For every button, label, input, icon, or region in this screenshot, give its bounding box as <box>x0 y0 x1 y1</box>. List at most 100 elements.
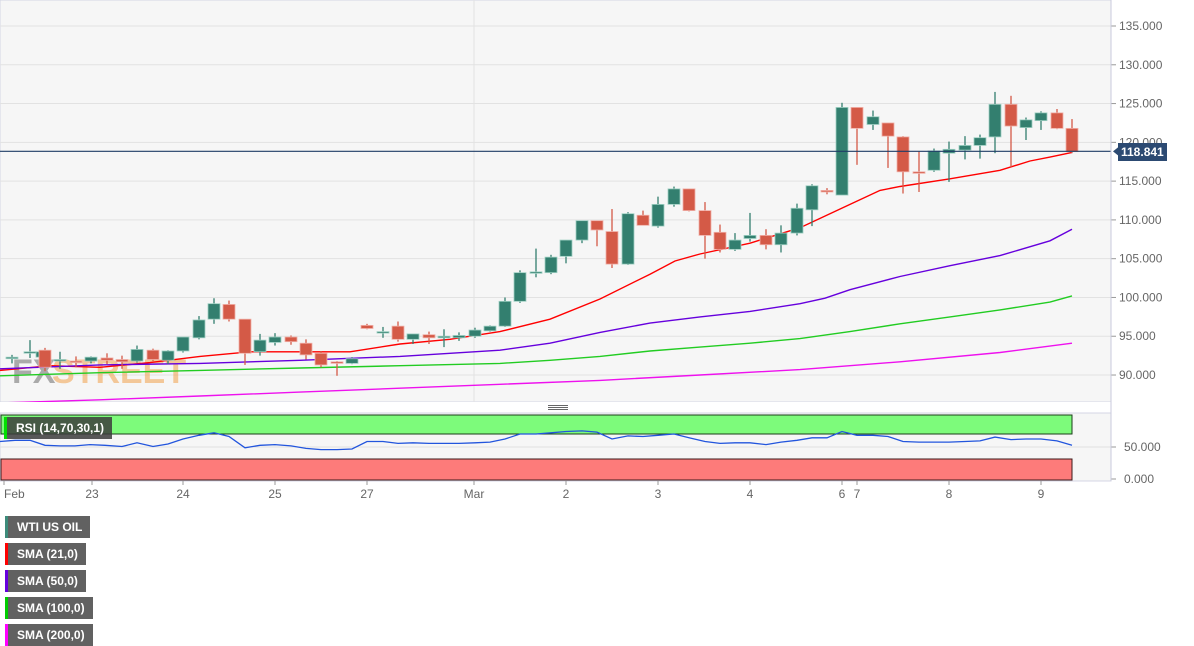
candle-bullish <box>498 300 512 327</box>
legend-label: SMA (50,0) <box>17 574 78 588</box>
legend-label: SMA (200,0) <box>17 628 85 642</box>
candle-bullish <box>53 359 67 362</box>
rsi-line <box>0 430 1073 451</box>
candle-bullish <box>192 319 206 339</box>
pane-resize-handle[interactable] <box>548 405 568 411</box>
legend-label: SMA (21,0) <box>17 547 78 561</box>
candle-bearish <box>682 188 696 211</box>
candle-bearish <box>238 318 252 354</box>
candlestick-series <box>5 91 1079 376</box>
y-axis-label: 125.000 <box>1119 97 1163 111</box>
candle-bearish <box>1004 103 1018 127</box>
candle-bullish <box>176 336 190 352</box>
candle-bearish <box>222 304 236 320</box>
candle-bullish <box>774 232 788 246</box>
candle-bullish <box>513 272 527 302</box>
candle-bearish <box>1065 127 1079 153</box>
candle-bullish <box>268 336 282 343</box>
candle-bearish <box>100 357 114 361</box>
candle-bearish <box>850 107 864 129</box>
candle-bearish <box>360 324 374 329</box>
candle-bearish <box>698 210 712 236</box>
candle-bullish <box>452 335 466 339</box>
candle-bearish <box>330 361 344 364</box>
x-axis-label: 24 <box>176 487 190 501</box>
candle-bearish <box>146 349 160 360</box>
candle-bearish <box>38 349 52 368</box>
legend-item-sma-50[interactable]: SMA (50,0) <box>5 570 86 592</box>
rsi-overbought-zone <box>0 414 1073 435</box>
candle-bullish <box>559 239 573 257</box>
y-axis-label: 110.000 <box>1119 213 1162 227</box>
chart-canvas[interactable]: 9 0.000 95.000 100.000 105.000 110.000 115.000… <box>0 0 1194 506</box>
candle-bearish <box>636 214 650 226</box>
candle-bullish <box>667 188 681 205</box>
x-axis-label: 25 <box>268 487 282 501</box>
x-axis-label: 7 <box>854 487 861 501</box>
candle-bullish <box>621 213 635 265</box>
candle-bullish <box>866 116 880 125</box>
candle-bullish <box>376 331 390 334</box>
candle-bearish <box>299 342 313 356</box>
y-axis-label: 115.000 <box>1119 174 1162 188</box>
rsi-label-text: RSI (14,70,30,1) <box>16 421 105 435</box>
candle-bearish <box>590 220 604 231</box>
sma-200-line <box>0 342 1073 404</box>
legend-swatch-sma50 <box>5 570 8 592</box>
y-axis-label: 95.000 <box>1119 329 1156 343</box>
y-axis-label: 130.000 <box>1119 58 1163 72</box>
price-tag-pointer <box>1113 147 1118 156</box>
legend-item-sma-21[interactable]: SMA (21,0) <box>5 543 86 565</box>
candle-bullish <box>958 145 972 151</box>
candle-bearish <box>912 171 926 174</box>
x-axis-label: Feb <box>4 487 25 501</box>
candle-bearish <box>881 122 895 137</box>
candle-bullish <box>927 150 941 171</box>
sma-50-line <box>0 228 1073 370</box>
candle-bullish <box>1034 112 1048 122</box>
y-axis-label: 100.000 <box>1119 290 1163 304</box>
candle-bullish <box>5 356 19 360</box>
candle-bearish <box>115 359 129 363</box>
sma-21-line <box>0 151 1073 372</box>
candle-bearish <box>1050 112 1064 129</box>
candle-bullish <box>973 137 987 146</box>
rsi-y-axis-label: 0.000 <box>1124 472 1154 486</box>
candle-bullish <box>728 239 742 250</box>
rsi-y-axis-label: 50.000 <box>1124 440 1161 454</box>
legend-swatch-sma200 <box>5 624 8 646</box>
candle-bullish <box>130 349 144 362</box>
candle-bearish <box>605 231 619 265</box>
candle-bearish <box>713 231 727 250</box>
candle-bullish <box>743 235 757 239</box>
x-axis-label: Mar <box>464 487 485 501</box>
pane-divider <box>0 402 1194 414</box>
candle-bullish <box>161 350 175 361</box>
legend-item-sma-200[interactable]: SMA (200,0) <box>5 624 93 646</box>
x-axis-label: 27 <box>360 487 374 501</box>
rsi-legend-item[interactable]: RSI (14,70,30,1) <box>4 417 113 439</box>
legend-swatch-sma21 <box>5 543 8 565</box>
legend-item-wti-us-oil[interactable]: WTI US OIL <box>5 516 91 538</box>
candle-bearish <box>391 325 405 340</box>
x-axis-label: 9 <box>1038 487 1045 501</box>
legend-item-sma-100[interactable]: SMA (100,0) <box>5 597 93 619</box>
legend-swatch-sma100 <box>5 597 8 619</box>
candle-bearish <box>314 352 328 366</box>
y-axis-label: 105.000 <box>1119 252 1163 266</box>
candle-bullish <box>23 351 37 354</box>
candle-bullish <box>805 185 819 211</box>
candle-bearish <box>284 336 298 343</box>
x-axis-label: 23 <box>85 487 99 501</box>
candle-bullish <box>437 335 451 339</box>
candle-bullish <box>1019 119 1033 129</box>
handle-grip-line <box>548 409 568 410</box>
x-axis-label: 6 <box>839 487 846 501</box>
candle-bullish <box>790 207 804 234</box>
candle-bearish <box>759 235 773 246</box>
legend-swatch-wti <box>5 516 8 538</box>
candle-bearish <box>820 190 834 193</box>
candle-bullish <box>651 203 665 227</box>
candle-bearish <box>69 360 83 363</box>
